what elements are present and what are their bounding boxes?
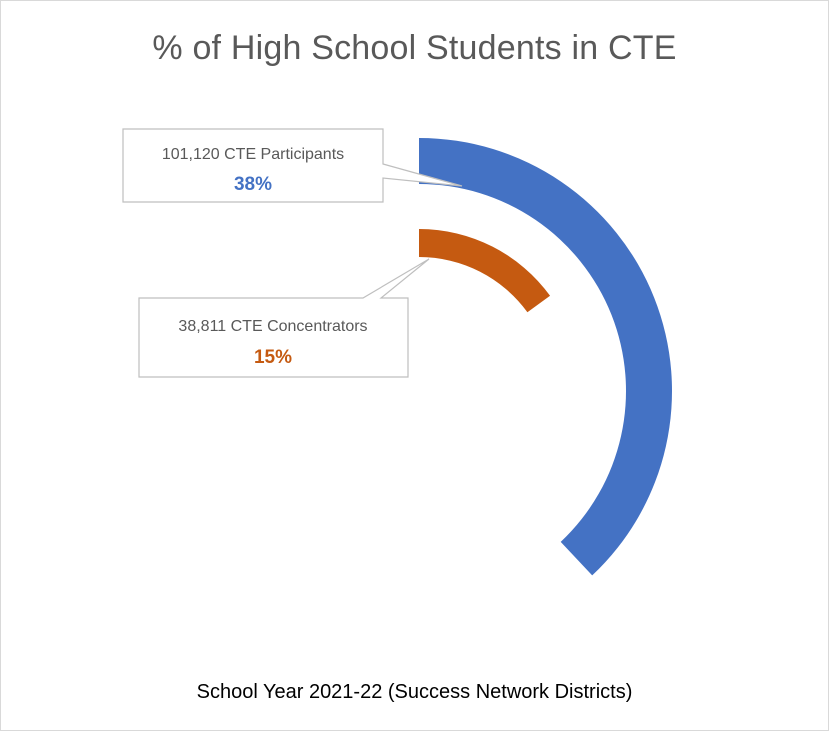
chart-subtitle: School Year 2021-22 (Success Network Dis… [196,681,633,703]
callout-participants-count: 101,120 CTE Participants [162,146,344,163]
bar-cte-participants [419,138,673,576]
bar-cte-concentrators [419,229,551,313]
chart-title: % of High School Students in CTE [152,29,677,67]
callout-participants-percent: 38% [234,174,272,195]
callout-concentrators-count: 38,811 CTE Concentrators [178,318,367,335]
callout-concentrators-percent: 15% [254,347,292,368]
callout-concentrators [138,258,430,378]
callout-participants [122,128,463,203]
